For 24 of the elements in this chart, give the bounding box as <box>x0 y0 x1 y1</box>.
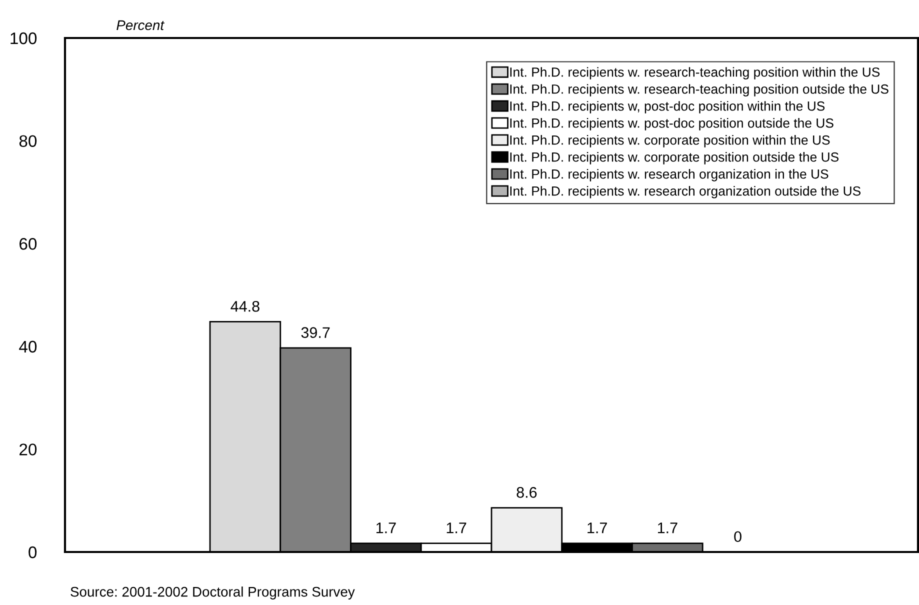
data-label: 1.7 <box>658 522 678 534</box>
legend-label: Int. Ph.D. recipients w. research organization outside the US <box>510 186 861 198</box>
data-label: 8.6 <box>516 487 537 498</box>
y-tick-label: 60 <box>20 238 37 250</box>
legend-label: Int. Ph.D. recipients w. corporate position outside the US <box>510 152 839 164</box>
legend-label: Int. Ph.D. recipients w. corporate position within the US <box>510 135 830 148</box>
y-tick-label: 100 <box>10 32 37 44</box>
y-tick-label: 40 <box>19 340 37 353</box>
y-tick-label: 80 <box>19 135 37 148</box>
y-axis-title: Percent <box>116 20 165 30</box>
data-label: 1.7 <box>446 522 466 534</box>
y-tick-label: 0 <box>28 546 37 558</box>
data-label: 39.7 <box>301 327 330 338</box>
data-label: 1.7 <box>376 522 396 534</box>
data-label: 44.8 <box>230 300 260 312</box>
legend-label: Int. Ph.D. recipients w, post-doc position within the US <box>510 101 825 114</box>
y-tick-label: 20 <box>20 444 37 456</box>
legend-label: Int. Ph.D. recipients w. post-doc position outside the US <box>510 118 834 130</box>
legend-label: Int. Ph.D. recipients w. research-teaching position within the US <box>510 67 880 80</box>
data-label: 1.7 <box>588 522 607 534</box>
legend-label: Int. Ph.D. recipients w. research-teaching position outside the US <box>510 84 888 96</box>
data-label: 0 <box>734 531 742 542</box>
legend-label: Int. Ph.D. recipients w. research organization in the US <box>510 169 828 182</box>
source-note: Source: 2001-2002 Doctoral Programs Survey <box>70 586 355 600</box>
